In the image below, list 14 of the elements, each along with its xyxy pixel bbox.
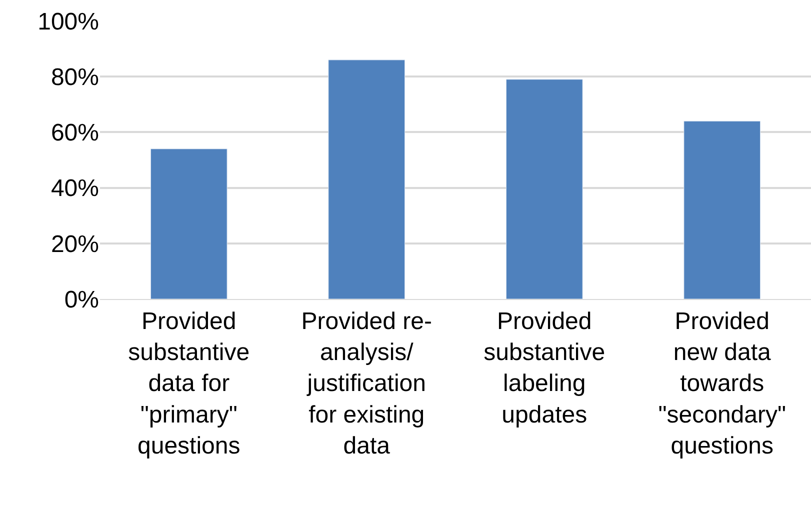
- y-tick-label: 20%: [50, 230, 99, 258]
- y-tick-label: 0%: [64, 286, 99, 314]
- x-tick-label: Provided substantive labeling updates: [484, 308, 606, 428]
- bar: [150, 148, 228, 299]
- x-tick-label: Provided substantive data for "primary" questions: [128, 308, 250, 460]
- y-tick-label: 40%: [50, 175, 99, 202]
- y-tick-label: 80%: [50, 64, 99, 91]
- bar: [506, 79, 583, 299]
- x-tick-label: Provided re- analysis/ justification for existing data: [301, 308, 432, 460]
- x-tick-label: Provided new data towards "secondary" questions: [658, 308, 786, 460]
- bar: [328, 60, 406, 299]
- y-tick-label: 60%: [50, 120, 99, 147]
- bar: [684, 120, 761, 299]
- y-tick-label: 100%: [38, 8, 99, 36]
